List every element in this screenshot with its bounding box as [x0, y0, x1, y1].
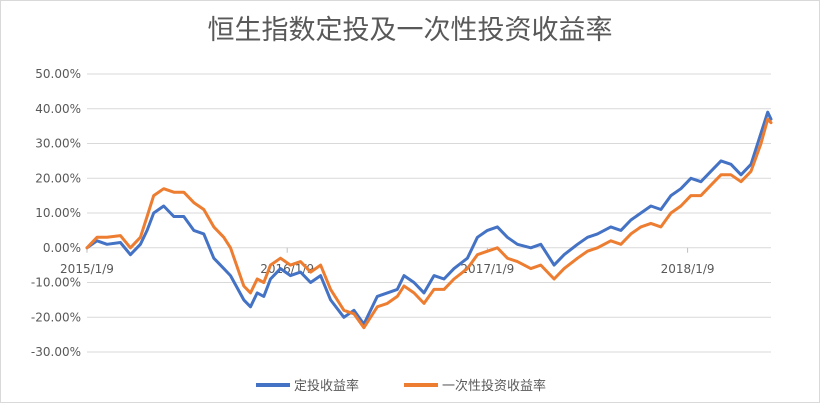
y-tick-label: 10.00% — [35, 206, 81, 220]
y-tick-label: -30.00% — [31, 345, 81, 359]
series-line-1 — [85, 110, 773, 326]
x-axis-tick-labels: 2015/1/9 2016/1/9 2017/1/9 2018/1/9 — [60, 247, 715, 276]
series-lines — [85, 110, 773, 330]
y-tick-label: -20.00% — [31, 310, 81, 324]
y-tick-label: 0.00% — [43, 241, 81, 255]
gridlines — [87, 73, 771, 353]
y-tick-label: 30.00% — [35, 137, 81, 151]
legend-label: 一次性投资收益率 — [442, 378, 546, 394]
y-tick-label: 50.00% — [35, 67, 81, 81]
x-tick-label: 2017/1/9 — [460, 262, 514, 276]
y-axis-tick-labels: 50.00% 40.00% 30.00% 20.00% 10.00% 0.00% -10.0… — [31, 67, 81, 359]
y-tick-label: 40.00% — [35, 102, 81, 116]
y-tick-label: -10.00% — [31, 276, 81, 290]
x-tick-label: 2015/1/9 — [60, 262, 114, 276]
x-tick-label: 2018/1/9 — [661, 262, 715, 276]
series-line-2 — [85, 117, 773, 330]
chart-title: 恒生指数定投及一次性投资收益率 — [208, 15, 613, 46]
y-tick-label: 20.00% — [35, 171, 81, 185]
legend-label: 定投收益率 — [294, 378, 359, 394]
legend: 定投收益率 一次性投资收益率 — [256, 378, 546, 394]
